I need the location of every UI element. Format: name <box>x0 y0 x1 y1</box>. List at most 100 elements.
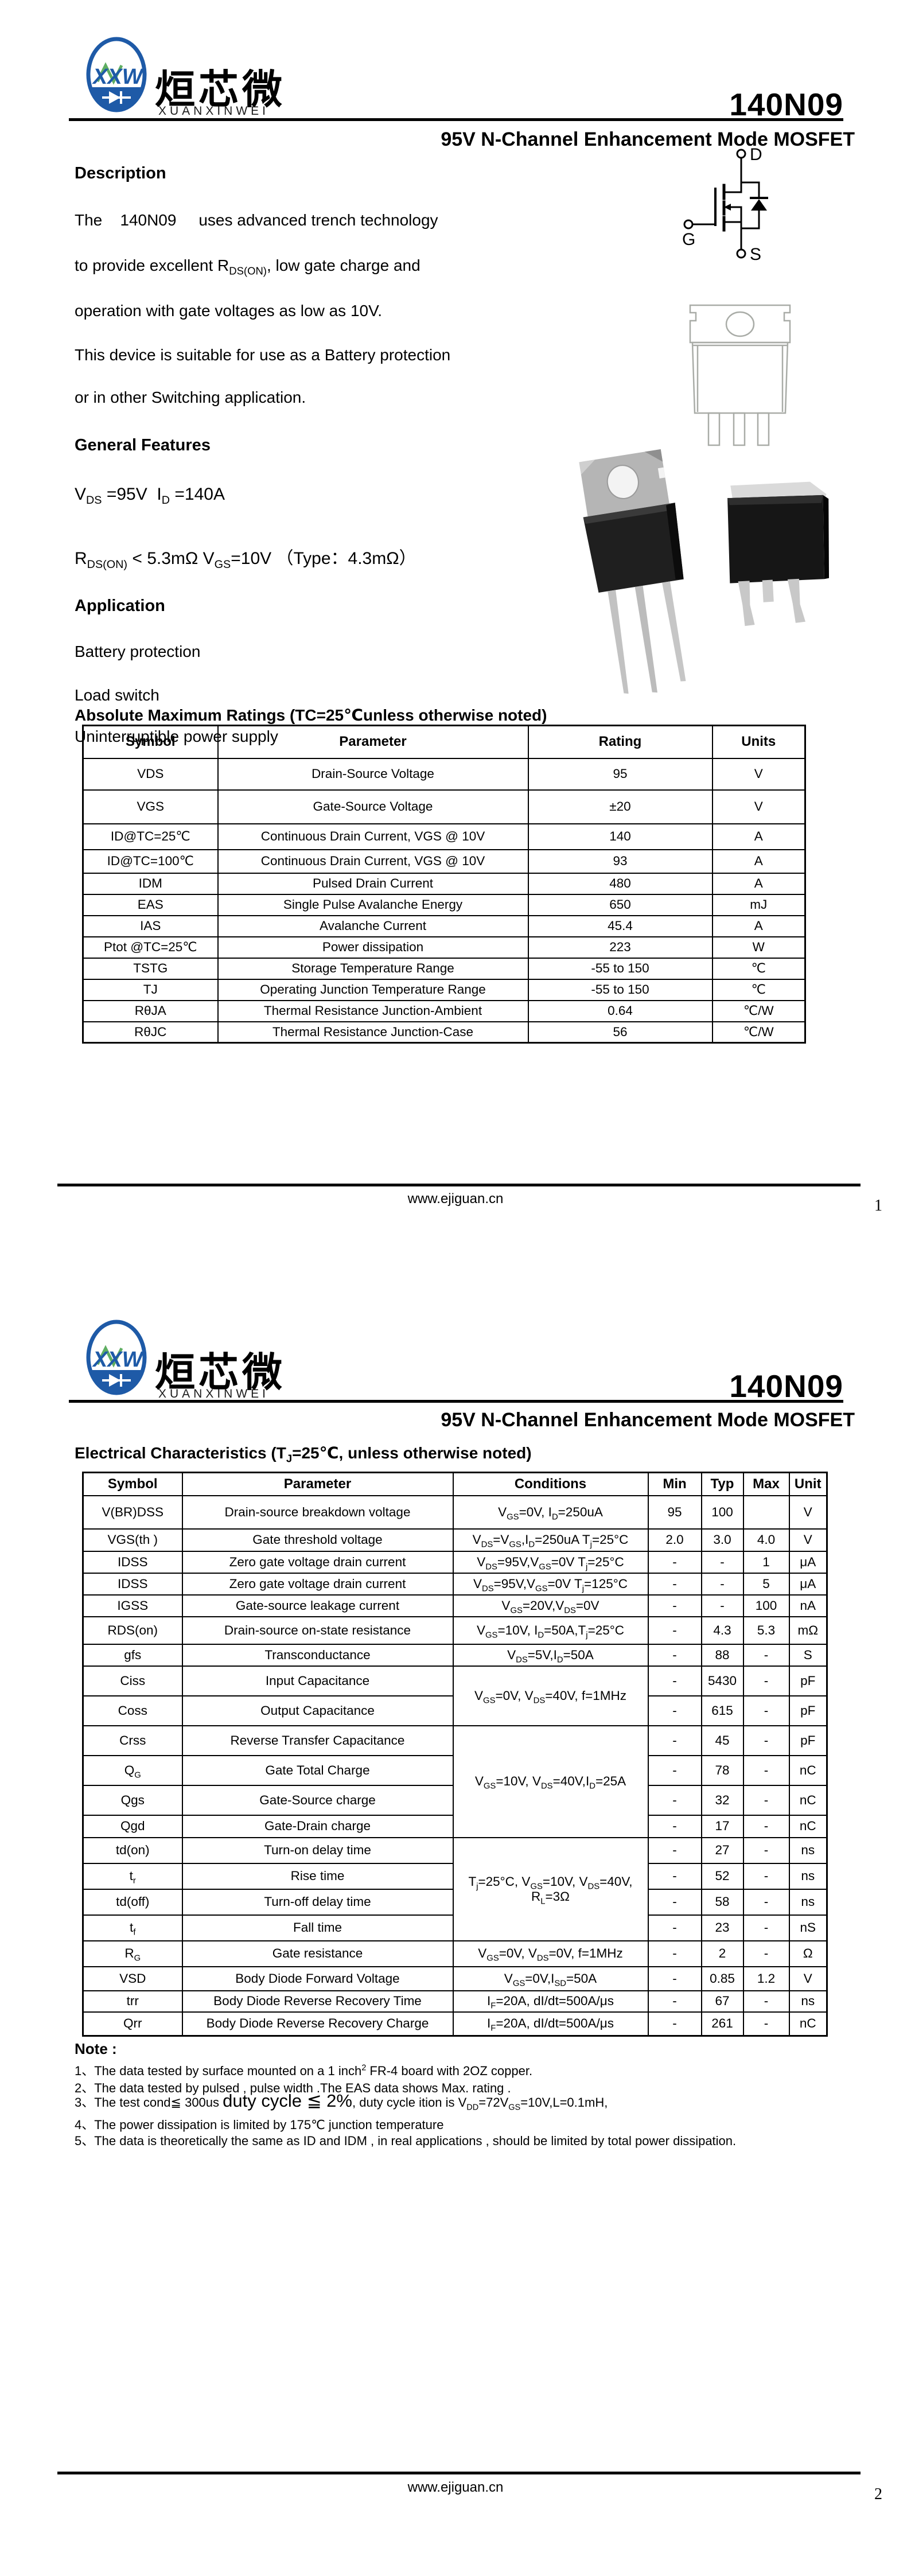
table-cell: nS <box>788 1914 828 1941</box>
table-cell: Fall time <box>181 1914 454 1941</box>
table-cell: ℃/W <box>711 999 806 1022</box>
table-cell: 4.0 <box>742 1528 790 1552</box>
table-cell: 45 <box>700 1725 744 1756</box>
table-cell: 56 <box>527 1021 713 1044</box>
note-item: 4、The power dissipation is limited by 17… <box>75 2118 444 2132</box>
header-rule <box>69 118 843 121</box>
note-item: 3、The test cond≦ 300us duty cycle ≦ 2%, … <box>75 2091 608 2112</box>
table-row: gfs Transconductance VDS=5V,ID=50A -88- S <box>82 1643 828 1667</box>
table-cell: - <box>742 1643 790 1667</box>
drain-label: D <box>750 146 762 164</box>
table-cell: nC <box>788 2011 828 2037</box>
table-cell: Zero gate voltage drain current <box>181 1572 454 1596</box>
table-cell: Thermal Resistance Junction-Case <box>217 1021 529 1044</box>
brand-logo-icon: XXW <box>86 1320 147 1395</box>
table-cell: 52 <box>700 1862 744 1890</box>
table-row: Qrr Body Diode Reverse Recovery Charge IF=… <box>82 2011 828 2037</box>
general-features-heading: General Features <box>75 436 211 454</box>
table-cell: ID@TC=25℃ <box>82 823 219 850</box>
column-header: Typ <box>700 1472 744 1496</box>
description-line: The 140N09 uses advanced trench technolo… <box>75 211 438 229</box>
footer-rule <box>57 1184 861 1186</box>
table-cell: - <box>647 1695 702 1726</box>
table-cell: ℃ <box>711 978 806 1001</box>
table-cell: Gate Total Charge <box>181 1754 454 1786</box>
table-row: Ptot @TC=25℃ Power dissipation 223 W <box>82 936 806 959</box>
application-item: Load switch <box>75 686 159 704</box>
table-cell: A <box>711 849 806 874</box>
table-cell: ID@TC=100℃ <box>82 849 219 874</box>
table-cell: Qgd <box>82 1814 183 1838</box>
table-row: TJ Operating Junction Temperature Range -5… <box>82 978 806 1001</box>
note-item: 2、The data tested by pulsed , pulse widt… <box>75 2081 511 2095</box>
note-item: 1、The data tested by surface mounted on … <box>75 2063 533 2078</box>
table-cell: A <box>711 872 806 895</box>
table-cell: Continuous Drain Current, VGS @ 10V <box>217 823 529 850</box>
table-cell: trr <box>82 1990 183 2013</box>
table-cell: Single Pulse Avalanche Energy <box>217 893 529 916</box>
table-cell: VGS=0V,ISD=50A <box>452 1966 649 1991</box>
table-cell: Transconductance <box>181 1643 454 1667</box>
doc-subtitle: 95V N-Channel Enhancement Mode MOSFET <box>441 129 855 150</box>
table-cell: Gate threshold voltage <box>181 1528 454 1552</box>
table-cell: 1.2 <box>742 1966 790 1991</box>
brand-name-en: XUANXINWEI <box>158 104 270 118</box>
table-cell: 2 <box>700 1940 744 1967</box>
table-row: td(on) Turn-on delay time Tj=25°C, VGS=10V… <box>82 1836 828 1941</box>
table-cell: 95 <box>527 757 713 791</box>
diode-icon <box>102 91 131 104</box>
table-cell: VGS=0V, VDS=40V, f=1MHz <box>452 1665 649 1726</box>
table-cell: TJ <box>82 978 219 1001</box>
table-cell: mJ <box>711 893 806 916</box>
table-cell: A <box>711 823 806 850</box>
table-row: VGS Gate-Source Voltage ±20 V <box>82 789 806 824</box>
table-cell: 100 <box>700 1495 744 1530</box>
footer-rule <box>57 2472 861 2474</box>
table-cell: 0.64 <box>527 999 713 1022</box>
table-cell: Gate resistance <box>181 1940 454 1967</box>
note-item: 5、The data is theoretically the same as … <box>75 2134 737 2148</box>
footer-url: www.ejiguan.cn <box>407 2480 504 2495</box>
table-cell: - <box>742 1836 790 1864</box>
table-cell: nC <box>788 1754 828 1786</box>
table-cell: - <box>742 1814 790 1838</box>
table-row: Qgd Gate-Drain charge -17- nC <box>82 1814 828 1838</box>
table-cell: - <box>742 1784 790 1816</box>
table-cell: VGS=10V, VDS=40V,ID=25A <box>452 1725 649 1838</box>
table-cell: Ptot @TC=25℃ <box>82 936 219 959</box>
brand-name-en: XUANXINWEI <box>158 1387 270 1400</box>
table-cell: 223 <box>527 936 713 959</box>
table-cell: 58 <box>700 1888 744 1916</box>
description-line: operation with gate voltages as low as 1… <box>75 302 382 320</box>
brand-logo-icon: XXW <box>86 37 147 112</box>
table-cell: - <box>647 1665 702 1696</box>
table-cell: 23 <box>700 1914 744 1941</box>
table-cell: gfs <box>82 1643 183 1667</box>
table-cell: IDSS <box>82 1572 183 1596</box>
table-row: RθJA Thermal Resistance Junction-Ambient 0… <box>82 999 806 1022</box>
table-cell: - <box>647 1888 702 1916</box>
table-row: Ciss Input Capacitance VGS=0V, VDS=40V, f=… <box>82 1665 828 1726</box>
table-cell: IAS <box>82 915 219 937</box>
table-cell: VSD <box>82 1966 183 1991</box>
ec-title: Electrical Characteristics (TJ=25℃, unle… <box>75 1444 532 1465</box>
source-label: S <box>750 245 761 264</box>
table-cell: - <box>647 1643 702 1667</box>
table-cell: V <box>788 1966 828 1991</box>
table-cell: RθJC <box>82 1021 219 1044</box>
table-cell: 5.3 <box>742 1616 790 1645</box>
table-cell: RG <box>82 1940 183 1967</box>
table-cell: Body Diode Forward Voltage <box>181 1966 454 1991</box>
table-cell: ns <box>788 1888 828 1916</box>
part-number: 140N09 <box>729 1368 843 1404</box>
table-cell: VDS=95V,VGS=0V Tj=25°C <box>452 1550 649 1574</box>
table-cell: Zero gate voltage drain current <box>181 1550 454 1574</box>
table-cell: 2.0 <box>647 1528 702 1552</box>
table-cell: VDS=VGS,ID=250uA Tj=25°C <box>452 1528 649 1552</box>
table-row: VGS(th ) Gate threshold voltage VDS=VGS,ID… <box>82 1528 828 1552</box>
table-cell: - <box>742 1888 790 1916</box>
table-cell: td(on) <box>82 1836 183 1864</box>
column-header: Units <box>711 725 806 759</box>
table-cell: ℃ <box>711 957 806 980</box>
